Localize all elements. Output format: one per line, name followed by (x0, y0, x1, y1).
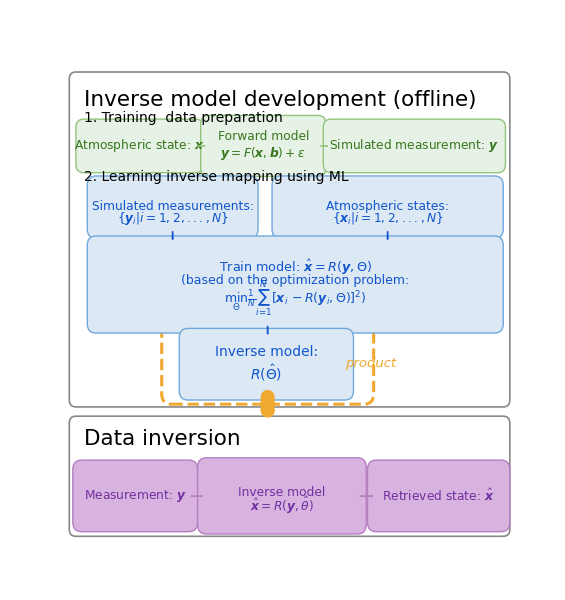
Text: Inverse model: Inverse model (238, 486, 326, 499)
Text: 1. Training  data preparation: 1. Training data preparation (84, 111, 282, 125)
Text: (based on the optimization problem:: (based on the optimization problem: (181, 274, 410, 287)
Text: Atmospheric state: $\boldsymbol{x}$: Atmospheric state: $\boldsymbol{x}$ (74, 137, 205, 154)
Text: Retrieved state: $\hat{\boldsymbol{x}}$: Retrieved state: $\hat{\boldsymbol{x}}$ (382, 488, 495, 504)
Text: Data inversion: Data inversion (84, 428, 240, 449)
FancyBboxPatch shape (87, 236, 503, 333)
Text: product: product (345, 358, 396, 370)
FancyBboxPatch shape (69, 72, 510, 407)
Text: Simulated measurements:: Simulated measurements: (92, 200, 254, 214)
FancyBboxPatch shape (179, 328, 354, 400)
Text: 2. Learning inverse mapping using ML: 2. Learning inverse mapping using ML (84, 170, 349, 184)
Text: Train model: $\hat{\boldsymbol{x}} = R(\boldsymbol{y}, \Theta)$: Train model: $\hat{\boldsymbol{x}} = R(\… (219, 259, 372, 277)
Text: Measurement: $\boldsymbol{y}$: Measurement: $\boldsymbol{y}$ (84, 488, 187, 504)
Text: $\{\boldsymbol{y}_i | i = 1,2,...,N\}$: $\{\boldsymbol{y}_i | i = 1,2,...,N\}$ (117, 210, 229, 227)
FancyBboxPatch shape (272, 176, 503, 238)
FancyBboxPatch shape (162, 324, 373, 404)
Text: Inverse model:
$R(\hat{\Theta})$: Inverse model: $R(\hat{\Theta})$ (215, 345, 318, 383)
FancyBboxPatch shape (367, 460, 510, 532)
FancyBboxPatch shape (73, 460, 198, 532)
Text: Forward model
$\boldsymbol{y} = F(\boldsymbol{x},\boldsymbol{b}) + \varepsilon$: Forward model $\boldsymbol{y} = F(\bolds… (218, 130, 309, 162)
FancyBboxPatch shape (198, 458, 366, 534)
FancyBboxPatch shape (201, 115, 326, 176)
Text: Atmospheric states:: Atmospheric states: (326, 200, 449, 214)
Text: $\{\boldsymbol{x}_i | i = 1,2,...,N\}$: $\{\boldsymbol{x}_i | i = 1,2,...,N\}$ (332, 211, 444, 226)
FancyBboxPatch shape (69, 416, 510, 536)
Text: Inverse model development (offline): Inverse model development (offline) (84, 89, 476, 110)
Text: $\min_{\Theta} \frac{1}{N}\sum_{i=1}^{N}[\boldsymbol{x}_i - R(\boldsymbol{y}_i, : $\min_{\Theta} \frac{1}{N}\sum_{i=1}^{N}… (224, 278, 367, 319)
FancyBboxPatch shape (87, 176, 258, 238)
Text: Simulated measurement: $\boldsymbol{y}$: Simulated measurement: $\boldsymbol{y}$ (329, 137, 499, 154)
Text: $\hat{\boldsymbol{x}} = R(\boldsymbol{y}, \hat{\theta})$: $\hat{\boldsymbol{x}} = R(\boldsymbol{y}… (250, 495, 314, 516)
FancyBboxPatch shape (323, 119, 506, 173)
FancyBboxPatch shape (76, 119, 203, 173)
